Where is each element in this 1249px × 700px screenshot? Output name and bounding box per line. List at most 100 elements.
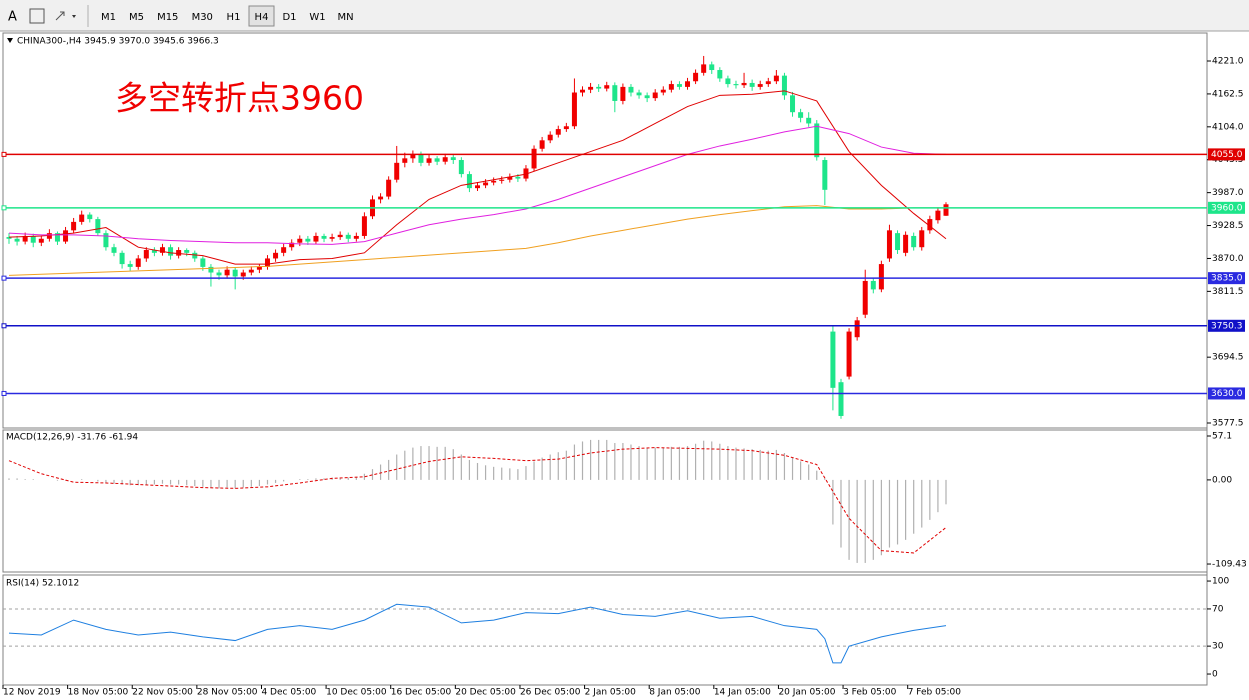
level-handle (1, 151, 7, 157)
candle-body (580, 89, 586, 93)
x-tick-label: 2 Jan 05:00 (585, 688, 637, 698)
arrow-tool-icon[interactable] (55, 11, 65, 21)
toolbar: A M1 M5 M15 M30 H1 H4 D1 W1 MN (0, 0, 1249, 32)
candle-body (256, 266, 262, 270)
indicator-line (8, 125, 947, 245)
candle-body (151, 250, 157, 253)
candle-body (733, 84, 739, 86)
y-tick-label: 0 (1212, 670, 1218, 680)
candle-body (886, 230, 892, 259)
candle-body (321, 235, 327, 239)
candle-body (111, 247, 117, 253)
candle-body (337, 234, 343, 238)
timeframe-button[interactable]: H1 (227, 12, 241, 23)
candle-body (830, 331, 836, 388)
candle-body (725, 78, 731, 85)
candle-body (854, 320, 860, 338)
timeframe-button[interactable]: M5 (129, 12, 144, 23)
rsi-label: RSI(14) 52.1012 (6, 579, 79, 589)
level-handle (1, 390, 7, 396)
candle-body (30, 235, 36, 243)
candle-body (636, 92, 642, 96)
timeframe-button[interactable]: MN (337, 12, 353, 23)
candle-body (571, 92, 577, 127)
y-tick-label: 3987.0 (1212, 188, 1244, 198)
level-label-box (1208, 148, 1245, 161)
candle-body (216, 272, 222, 276)
candle-body (483, 182, 489, 186)
candle-body (184, 250, 190, 253)
candle-body (515, 176, 521, 179)
x-tick-label: 10 Dec 05:00 (326, 688, 387, 698)
x-tick-label: 18 Nov 05:00 (68, 688, 129, 698)
level-handle (1, 275, 7, 281)
candle-body (612, 85, 618, 101)
x-tick-label: 3 Feb 05:00 (843, 688, 897, 698)
candle-body (248, 269, 254, 273)
dropdown-icon[interactable] (72, 15, 76, 18)
timeframe-button[interactable]: W1 (309, 12, 325, 23)
y-tick-label: 4162.5 (1212, 89, 1244, 99)
candle-body (38, 238, 44, 243)
candle-body (765, 81, 771, 85)
candle-body (644, 95, 650, 99)
timeframe-button[interactable]: M30 (192, 12, 213, 23)
candle-body (499, 179, 505, 181)
candle-body (539, 140, 545, 149)
candle-body (709, 64, 715, 71)
label-tool-icon[interactable] (29, 8, 45, 24)
candle-body (22, 235, 28, 242)
candle-body (749, 82, 755, 87)
candle-body (345, 234, 351, 239)
candle-body (410, 154, 416, 159)
x-tick-label: 28 Nov 05:00 (197, 688, 258, 698)
y-tick-label: 4221.0 (1212, 57, 1244, 67)
timeframe-button[interactable]: D1 (282, 12, 296, 23)
x-tick-label: 20 Jan 05:00 (778, 688, 835, 698)
timeframe-button[interactable]: H4 (255, 12, 269, 23)
candle-body (870, 280, 876, 290)
candle-body (127, 264, 133, 267)
y-tick-label: 0.00 (1212, 475, 1232, 485)
candle-body (200, 258, 206, 267)
candle-body (63, 230, 69, 242)
level-label: 3750.3 (1211, 321, 1243, 331)
chart-header: CHINA300-,H4 3945.9 3970.0 3945.6 3966.3 (17, 37, 219, 47)
candle-body (790, 95, 796, 113)
x-tick-label: 22 Nov 05:00 (132, 688, 193, 698)
candle-body (386, 179, 392, 197)
level-label: 4055.0 (1211, 150, 1243, 160)
candle-body (523, 168, 529, 179)
candle-body (224, 269, 230, 276)
candle-body (232, 269, 238, 277)
indicator-line (8, 90, 947, 265)
candle-body (87, 214, 93, 220)
candle-body (329, 237, 335, 239)
timeframe-pressed (248, 5, 275, 27)
candle-body (943, 204, 949, 216)
symbol-marker (7, 38, 13, 43)
candle-body (442, 157, 448, 162)
candle-body (466, 174, 472, 189)
candle-body (95, 219, 101, 234)
candle-body (604, 85, 610, 89)
candle-body (555, 129, 561, 135)
candle-body (71, 221, 77, 231)
level-label-box (1208, 387, 1245, 400)
candle-body (701, 64, 707, 73)
candle-body (14, 238, 20, 242)
candle-body (305, 238, 311, 242)
text-tool[interactable]: A (8, 10, 17, 25)
timeframe-button[interactable]: M1 (101, 12, 116, 23)
candle-body (450, 157, 456, 161)
y-tick-label: 100 (1212, 577, 1229, 587)
candle-body (507, 176, 513, 180)
candle-body (418, 154, 424, 163)
x-tick-label: 16 Dec 05:00 (391, 688, 452, 698)
candle-body (103, 233, 109, 248)
timeframe-button[interactable]: M15 (157, 12, 178, 23)
candle-body (814, 123, 820, 158)
candle-body (531, 148, 537, 169)
